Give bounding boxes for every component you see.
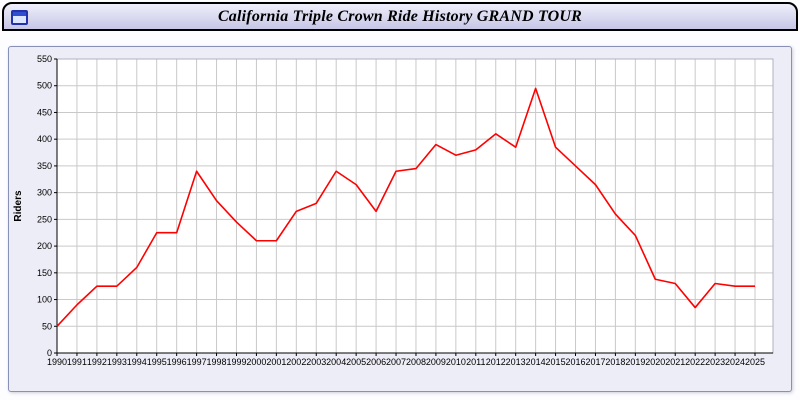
svg-text:2002: 2002 — [286, 357, 306, 367]
svg-text:200: 200 — [37, 241, 52, 251]
chart-window-icon — [11, 10, 28, 25]
svg-text:2014: 2014 — [526, 357, 546, 367]
svg-text:2010: 2010 — [446, 357, 466, 367]
window-titlebar: California Triple Crown Ride History GRA… — [2, 2, 798, 31]
svg-text:2012: 2012 — [486, 357, 506, 367]
svg-text:2019: 2019 — [625, 357, 645, 367]
svg-text:1995: 1995 — [147, 357, 167, 367]
chart-panel: 0 50 100 150 200 250 300 350 400 450 500 550 1990 199… — [8, 46, 792, 392]
svg-text:2013: 2013 — [506, 357, 526, 367]
y-axis-title: Riders — [13, 190, 24, 222]
svg-text:2011: 2011 — [466, 357, 485, 367]
svg-text:350: 350 — [37, 161, 52, 171]
svg-text:2017: 2017 — [585, 357, 605, 367]
window-title: California Triple Crown Ride History GRA… — [217, 7, 583, 25]
svg-text:2005: 2005 — [346, 357, 366, 367]
svg-text:1996: 1996 — [167, 357, 187, 367]
svg-text:2023: 2023 — [705, 357, 725, 367]
svg-text:500: 500 — [37, 81, 52, 91]
svg-text:2000: 2000 — [246, 357, 266, 367]
svg-text:1991: 1991 — [67, 357, 87, 367]
y-axis-tick-labels: 0 50 100 150 200 250 300 350 400 450 500 550 — [37, 54, 57, 358]
svg-text:150: 150 — [37, 268, 52, 278]
svg-text:2008: 2008 — [406, 357, 426, 367]
svg-text:1999: 1999 — [226, 357, 246, 367]
svg-text:1993: 1993 — [107, 357, 127, 367]
svg-text:1997: 1997 — [187, 357, 207, 367]
svg-text:2009: 2009 — [426, 357, 446, 367]
x-axis-tick-labels: 1990 1991 1992 1993 1994 1995 1996 1997 1998 1999… — [47, 353, 765, 367]
svg-text:2021: 2021 — [665, 357, 685, 367]
svg-text:2007: 2007 — [386, 357, 406, 367]
svg-text:2018: 2018 — [605, 357, 625, 367]
svg-text:400: 400 — [37, 134, 52, 144]
svg-text:2025: 2025 — [745, 357, 765, 367]
svg-text:2004: 2004 — [326, 357, 346, 367]
svg-text:1994: 1994 — [127, 357, 147, 367]
svg-text:300: 300 — [37, 188, 52, 198]
svg-text:50: 50 — [42, 321, 52, 331]
svg-text:1990: 1990 — [47, 357, 67, 367]
svg-text:2003: 2003 — [306, 357, 326, 367]
svg-text:2006: 2006 — [366, 357, 386, 367]
svg-text:0: 0 — [47, 348, 52, 358]
svg-text:2022: 2022 — [685, 357, 705, 367]
svg-text:450: 450 — [37, 107, 52, 117]
svg-text:2024: 2024 — [725, 357, 745, 367]
svg-text:1998: 1998 — [207, 357, 227, 367]
svg-text:2016: 2016 — [565, 357, 585, 367]
svg-text:2015: 2015 — [546, 357, 566, 367]
plot-area — [57, 59, 773, 353]
svg-text:250: 250 — [37, 214, 52, 224]
svg-text:2001: 2001 — [266, 357, 286, 367]
svg-text:1992: 1992 — [87, 357, 107, 367]
svg-text:100: 100 — [37, 295, 52, 305]
riders-data-line — [56, 87, 755, 327]
svg-text:2020: 2020 — [645, 357, 665, 367]
svg-text:550: 550 — [37, 54, 52, 64]
